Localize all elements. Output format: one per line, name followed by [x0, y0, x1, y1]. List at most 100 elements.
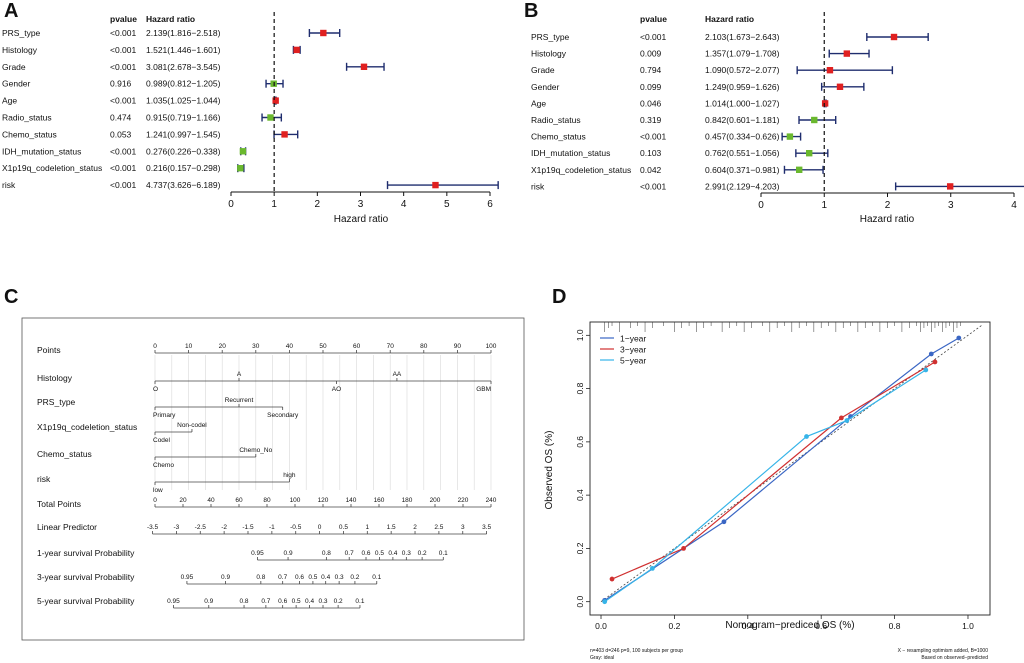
y-tick-label: 0.6: [575, 436, 585, 448]
row-label: Age: [531, 98, 546, 108]
hr-cell: 0.276(0.226−0.338): [146, 146, 221, 156]
pvalue-cell: 0.103: [640, 148, 662, 158]
nomogram-row-label: Chemo_status: [37, 449, 92, 459]
scale-tick-label: 90: [454, 343, 462, 350]
scale-tick-label: 0.7: [278, 574, 287, 581]
scale-tick-label: 40: [286, 343, 294, 350]
row-label: Grade: [2, 62, 26, 72]
scale-tick-label: 0.95: [181, 574, 194, 581]
x-tick-label: 5: [444, 199, 450, 210]
scale-tick-label: 0.2: [418, 550, 427, 557]
pvalue-cell: 0.319: [640, 115, 662, 125]
hr-point: [432, 181, 439, 189]
series-point: [649, 565, 655, 571]
scale-tick-label: 0.4: [305, 598, 314, 605]
scale-tick-label: 0.1: [372, 574, 381, 581]
hr-cell: 1.035(1.025−1.044): [146, 96, 221, 106]
x-tick-label: 0.4: [742, 621, 754, 631]
scale-tick-label: 100: [486, 343, 497, 350]
pvalue-cell: <0.001: [110, 146, 137, 156]
row-label: Histology: [2, 45, 38, 55]
nomogram-row-label: 5-year survival Probability: [37, 596, 135, 606]
scale-tick-label: 0.4: [388, 550, 397, 557]
row-label: Radio_status: [2, 113, 52, 123]
series-point: [928, 351, 934, 357]
variable-level-label: O: [153, 386, 158, 393]
scale-tick-label: 0.1: [355, 598, 364, 605]
y-tick-label: 0.8: [575, 382, 585, 394]
series-point: [844, 418, 850, 423]
hr-cell: 0.216(0.157−0.298): [146, 163, 221, 173]
hr-cell: 0.842(0.601−1.181): [705, 115, 780, 125]
scale-tick-label: -2.5: [195, 524, 207, 531]
series-point: [609, 576, 615, 582]
variable-level-label: Codel: [153, 437, 171, 444]
x-axis-label: Hazard ratio: [860, 214, 915, 225]
scale-tick-label: 80: [420, 343, 428, 350]
series-point: [923, 367, 929, 373]
pvalue-cell: 0.474: [110, 113, 132, 123]
legend-label: 5−year: [620, 356, 646, 366]
nomogram-row-label: 1-year survival Probability: [37, 548, 135, 558]
row-label: PRS_type: [2, 28, 41, 38]
pvalue-cell: 0.046: [640, 98, 662, 108]
footnote-right-2: Based on observed−predicted: [921, 655, 988, 661]
row-label: IDH_mutation_status: [2, 146, 81, 156]
hr-point: [293, 46, 300, 54]
hr-point: [946, 183, 954, 190]
x-tick-label: 1.0: [962, 621, 974, 631]
scale-tick-label: 180: [402, 497, 413, 504]
x-tick-label: 1: [271, 199, 277, 210]
variable-level-label: Chemo: [153, 462, 174, 469]
x-tick-label: 2: [315, 199, 321, 210]
hr-point: [826, 67, 834, 74]
hr-cell: 2.991(2.129−4.203): [705, 181, 780, 191]
legend-label: 3−year: [620, 345, 646, 355]
variable-level-label: Primary: [153, 412, 176, 419]
scale-tick-label: 0.7: [261, 598, 270, 605]
pvalue-cell: <0.001: [640, 181, 667, 191]
row-label: Gender: [2, 79, 31, 89]
row-label: Radio_status: [531, 115, 581, 125]
series-point: [838, 415, 844, 421]
variable-level-label: low: [153, 487, 163, 494]
panel-label-a: A: [4, 0, 18, 22]
pvalue-cell: <0.001: [640, 132, 667, 142]
hr-cell: 0.604(0.371−0.981): [705, 165, 780, 175]
scale-tick-label: 60: [235, 497, 243, 504]
hr-point: [836, 83, 844, 90]
y-tick-label: 0.0: [575, 596, 585, 608]
hr-cell: 0.915(0.719−1.166): [146, 113, 221, 123]
scale-tick-label: -1: [269, 524, 275, 531]
series-point: [956, 335, 962, 341]
row-label: Chemo_status: [531, 132, 586, 142]
nomogram: Points 0 10 20 30 40 50 60 70 80 90 100HistologyOAA…: [37, 343, 497, 609]
pvalue-header: pvalue: [110, 14, 137, 24]
scale-tick-label: -0.5: [290, 524, 302, 531]
series-line: [611, 361, 936, 580]
footnote-left-2: Gray: ideal: [590, 655, 614, 661]
x-tick-label: 0: [758, 200, 764, 211]
variable-level-label: high: [283, 472, 296, 479]
hr-point: [267, 114, 274, 121]
plot-frame: [589, 321, 991, 616]
hr-cell: 2.139(1.816−2.518): [146, 28, 221, 38]
hr-cell: 1.241(0.997−1.545): [146, 129, 221, 139]
forest-plot-a: pvalue Hazard ratio Hazard ratio PRS_typ…: [2, 12, 499, 225]
scale-tick-label: 140: [346, 497, 357, 504]
series-point: [681, 546, 686, 551]
variable-level-label: Recurrent: [225, 397, 254, 404]
row-label: risk: [531, 181, 545, 191]
scale-tick-label: 3.5: [482, 524, 491, 531]
hr-point: [890, 33, 898, 41]
hr-cell: 1.249(0.959−1.626): [705, 82, 780, 92]
scale-tick-label: 0.9: [284, 550, 293, 557]
x-tick-label: 3: [948, 200, 954, 211]
scale-tick-label: 0.6: [278, 598, 287, 605]
scale-tick-label: 120: [318, 497, 329, 504]
x-axis-label: Hazard ratio: [334, 214, 389, 225]
hr-cell: 1.521(1.446−1.601): [146, 45, 221, 55]
calibration-plot: Nomogram−prediced OS (%) Observed OS (%)…: [544, 321, 991, 661]
scale-tick-label: 10: [185, 343, 193, 350]
hr-point: [786, 133, 794, 140]
